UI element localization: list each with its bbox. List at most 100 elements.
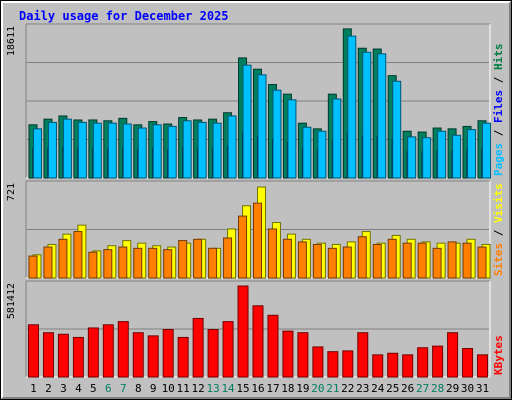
sites-bar	[462, 242, 472, 279]
x-tick-label: 7	[120, 382, 127, 395]
sites-bar	[312, 243, 322, 279]
kbytes-bar	[102, 324, 114, 378]
sites-bar	[28, 255, 38, 279]
sites-bar	[73, 231, 83, 279]
kbytes-bar	[432, 345, 444, 378]
pages-bar	[62, 118, 72, 179]
sites-bar	[477, 246, 487, 279]
series-sites	[28, 202, 487, 279]
pages-bar	[167, 125, 177, 179]
x-tick-label: 11	[177, 382, 190, 395]
sites-bar	[238, 215, 248, 279]
sites-bar	[282, 238, 292, 279]
sites-bar	[357, 236, 367, 279]
x-tick-label: 27	[416, 382, 429, 395]
x-tick-label: 25	[386, 382, 399, 395]
sites-bar	[327, 247, 337, 279]
kbytes-bar	[297, 332, 309, 378]
x-tick-label: 22	[341, 382, 354, 395]
series-kbytes	[27, 285, 489, 378]
sites-bar	[342, 246, 352, 279]
sites-bar	[208, 247, 218, 279]
x-tick-label: 19	[296, 382, 309, 395]
pages-bar	[407, 136, 417, 179]
sites-bar	[417, 242, 427, 279]
legend-item: Visits	[492, 183, 505, 223]
sites-bar	[372, 243, 382, 279]
kbytes-bar	[252, 305, 264, 378]
legend-separator: /	[492, 70, 505, 90]
x-tick-label: 3	[60, 382, 67, 395]
kbytes-bar	[402, 354, 414, 378]
x-tick-label: 29	[446, 382, 459, 395]
pages-bar	[152, 124, 162, 179]
x-tick-label: 12	[192, 382, 205, 395]
pages-bar	[347, 35, 357, 179]
sites-bar	[88, 251, 98, 279]
sites-bar	[58, 238, 68, 279]
kbytes-bar	[267, 314, 279, 378]
x-tick-label: 4	[75, 382, 82, 395]
pages-bar	[257, 74, 267, 179]
kbytes-bar	[327, 351, 339, 378]
legend-separator: /	[492, 223, 505, 243]
pages-bar	[182, 120, 192, 179]
x-tick-label: 24	[371, 382, 385, 395]
sites-bar	[402, 242, 412, 279]
pages-bar	[137, 127, 147, 179]
x-tick-label: 14	[221, 382, 235, 395]
sites-bar	[103, 249, 113, 279]
pages-bar	[242, 64, 252, 179]
pages-bar	[452, 134, 462, 179]
legend-separator: /	[492, 123, 505, 143]
kbytes-bar	[447, 332, 459, 378]
pages-bar	[212, 122, 222, 179]
legend-item: Pages	[492, 143, 505, 176]
legend-item: KBytes	[492, 335, 505, 375]
y-max-label: 581412	[6, 283, 17, 319]
pages-bar	[122, 123, 132, 179]
kbytes-bar	[177, 336, 189, 378]
panel-hits-files-pages: 18611 Pages / Files / Hits	[6, 23, 505, 179]
pages-bar	[467, 129, 477, 179]
x-tick-label: 26	[401, 382, 414, 395]
pages-bar	[317, 130, 327, 179]
kbytes-bar	[57, 333, 69, 378]
sites-bar	[118, 246, 128, 279]
panel-kbytes: 581412 KBytes	[6, 280, 505, 378]
panel-visits-sites: 721 Sites / Visits	[6, 180, 505, 279]
series-pages	[32, 35, 492, 179]
chart-title: Daily usage for December 2025	[19, 9, 229, 23]
kbytes-bar	[132, 332, 144, 378]
kbytes-bar	[72, 336, 84, 378]
kbytes-bar	[282, 330, 294, 378]
y-max-label: 18611	[6, 26, 17, 56]
kbytes-bar	[42, 332, 54, 378]
legend-hits-files-pages: Pages / Files / Hits	[492, 44, 505, 177]
sites-bar	[178, 240, 188, 279]
kbytes-bar	[147, 335, 159, 378]
x-tick-label: 15	[236, 382, 249, 395]
kbytes-bar	[207, 329, 219, 378]
pages-bar	[287, 99, 297, 179]
x-tick-label: 8	[135, 382, 142, 395]
legend-item: Hits	[492, 44, 505, 71]
kbytes-bar	[87, 327, 99, 378]
sites-bar	[43, 246, 53, 279]
sites-bar	[447, 241, 457, 279]
pages-bar	[197, 121, 207, 179]
kbytes-bar	[372, 354, 384, 378]
kbytes-bar	[27, 324, 39, 378]
pages-bar	[437, 130, 447, 179]
chart-panels: 18611 Pages / Files / Hits 721 Sites / Visi…	[6, 23, 505, 378]
sites-bar	[148, 247, 158, 279]
sites-bar	[223, 237, 233, 279]
pages-bar	[272, 89, 282, 179]
pages-bar	[107, 122, 117, 179]
sites-bar	[387, 238, 397, 279]
kbytes-bar	[342, 350, 354, 378]
x-tick-label: 2	[45, 382, 52, 395]
x-tick-label: 23	[356, 382, 369, 395]
pages-bar	[77, 121, 87, 179]
